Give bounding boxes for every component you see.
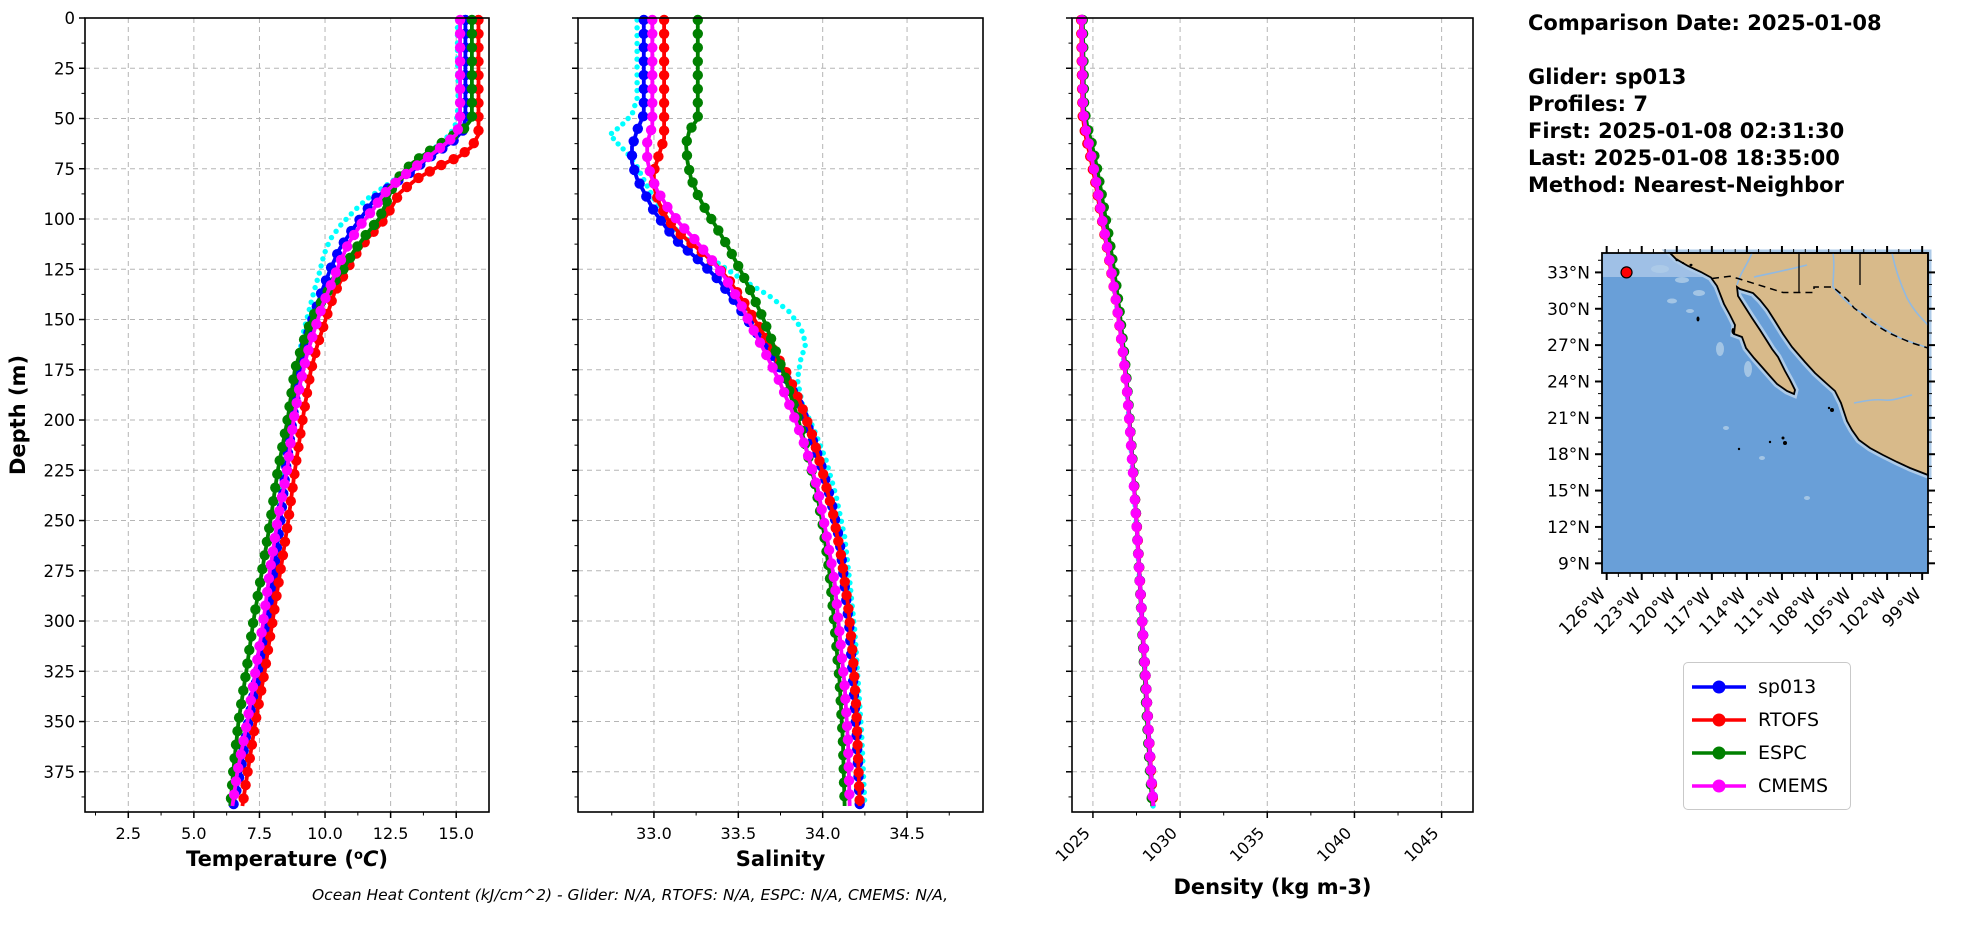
svg-text:15.0: 15.0	[438, 824, 474, 843]
svg-text:1030: 1030	[1139, 823, 1181, 865]
profiles-count: Profiles: 7	[1528, 92, 1649, 116]
depth-tick-labels: 0 25 50 75 100 125 150 175 200 225 250 275 300 325 350…	[44, 9, 76, 782]
svg-text:12°N: 12°N	[1547, 518, 1590, 538]
svg-text:275: 275	[44, 562, 76, 581]
svg-text:18°N: 18°N	[1547, 445, 1590, 465]
axis-ticks	[572, 17, 950, 818]
axis-ticks	[1066, 17, 1443, 818]
svg-text:21°N: 21°N	[1547, 409, 1590, 429]
legend-item-ESPC: ESPC	[1690, 736, 1844, 769]
svg-text:15°N: 15°N	[1547, 482, 1590, 502]
svg-text:99°W: 99°W	[1878, 584, 1925, 631]
svg-text:10.0: 10.0	[307, 824, 343, 843]
legend-label: sp013	[1758, 675, 1817, 698]
svg-text:1025: 1025	[1052, 823, 1094, 865]
glider-position-marker	[1620, 266, 1633, 279]
location-map: 33°N30°N27°N24°N21°N18°N15°N12°N9°N126°W…	[1547, 246, 1935, 639]
svg-text:33.0: 33.0	[636, 824, 672, 843]
temperature-panel: 2.5 5.0 7.5 10.0 12.5 15.0 0 25 50 75 100 125 150 175…	[44, 9, 490, 871]
islands	[1675, 258, 1834, 451]
plot-border	[577, 17, 984, 813]
svg-text:27°N: 27°N	[1547, 336, 1590, 356]
depth-axis-label: Depth (m)	[6, 355, 30, 475]
legend-label: RTOFS	[1758, 708, 1820, 731]
svg-text:33.5: 33.5	[721, 824, 757, 843]
svg-text:30°N: 30°N	[1547, 300, 1590, 320]
legend-swatch-ESPC	[1692, 746, 1746, 759]
legend-swatch-CMEMS	[1692, 779, 1746, 792]
legend-swatch-sp013	[1692, 680, 1746, 693]
series-ESPC	[681, 14, 850, 806]
legend-swatch-RTOFS	[1692, 713, 1746, 726]
svg-text:250: 250	[44, 512, 76, 531]
density-panel: 1025 1030 1035 1040 1045 Density (kg m-3)	[1052, 14, 1474, 899]
map-ticks	[1595, 246, 1935, 580]
header-spacer	[1528, 37, 1882, 64]
axis-ticks	[79, 17, 457, 818]
legend-label: CMEMS	[1758, 774, 1829, 797]
plot-border	[1071, 17, 1474, 813]
first-profile-time: First: 2025-01-08 02:31:30	[1528, 119, 1845, 143]
x-tick-labels: 2.5 5.0 7.5 10.0 12.5 15.0	[116, 824, 474, 843]
svg-text:0: 0	[65, 9, 76, 28]
density-axis-label: Density (kg m-3)	[1173, 875, 1371, 899]
us-mexico-border	[1711, 275, 1929, 349]
svg-text:25: 25	[54, 59, 75, 78]
salinity-panel: 33.0 33.5 34.0 34.5 Salinity	[572, 14, 984, 871]
series-CMEMS	[642, 14, 855, 807]
last-profile-time: Last: 2025-01-08 18:35:00	[1528, 146, 1840, 170]
svg-text:5.0: 5.0	[181, 824, 206, 843]
svg-text:225: 225	[44, 461, 76, 480]
svg-text:125: 125	[44, 260, 76, 279]
svg-text:150: 150	[44, 311, 76, 330]
legend-item-RTOFS: RTOFS	[1690, 703, 1844, 736]
series-RTOFS	[648, 14, 865, 807]
glider-name: Glider: sp013	[1528, 65, 1687, 89]
x-tick-labels: 33.0 33.5 34.0 34.5	[636, 824, 925, 843]
svg-text:33°N: 33°N	[1547, 263, 1590, 283]
salinity-axis-label: Salinity	[736, 847, 826, 871]
svg-text:75: 75	[54, 160, 75, 179]
svg-text:9°N: 9°N	[1558, 554, 1590, 574]
svg-text:1045: 1045	[1400, 823, 1442, 865]
svg-text:1035: 1035	[1226, 823, 1268, 865]
svg-text:7.5: 7.5	[247, 824, 272, 843]
x-tick-labels: 1025 1030 1035 1040 1045	[1052, 823, 1443, 865]
method: Method: Nearest-Neighbor	[1528, 173, 1844, 197]
svg-text:375: 375	[44, 763, 76, 782]
legend-item-CMEMS: CMEMS	[1690, 769, 1844, 802]
svg-text:50: 50	[54, 110, 75, 129]
state-borders	[1798, 253, 1861, 293]
legend-item-sp013: sp013	[1690, 670, 1844, 703]
land-coastline	[1667, 252, 1929, 477]
info-header: Comparison Date: 2025-01-08 Glider: sp01…	[1528, 10, 1882, 199]
map-artwork	[1602, 249, 1932, 573]
svg-text:34.0: 34.0	[805, 824, 841, 843]
svg-text:100: 100	[44, 210, 76, 229]
legend-label: ESPC	[1758, 741, 1807, 764]
temperature-axis-label: Temperature (oC)	[186, 847, 388, 871]
svg-text:325: 325	[44, 662, 76, 681]
svg-text:200: 200	[44, 411, 76, 430]
svg-text:350: 350	[44, 713, 76, 732]
grid-lines	[578, 17, 983, 812]
legend: sp013 RTOFS ESPC CMEMS	[1683, 662, 1851, 810]
svg-text:24°N: 24°N	[1547, 372, 1590, 392]
svg-text:2.5: 2.5	[116, 824, 141, 843]
series-glider-raw	[230, 17, 461, 803]
svg-text:12.5: 12.5	[373, 824, 409, 843]
comparison-date: Comparison Date: 2025-01-08	[1528, 11, 1882, 35]
svg-text:300: 300	[44, 612, 76, 631]
svg-text:1040: 1040	[1313, 823, 1355, 865]
plot-border	[84, 17, 490, 813]
svg-text:34.5: 34.5	[889, 824, 925, 843]
series-CMEMS	[228, 14, 466, 807]
series-CMEMS	[1076, 14, 1158, 807]
svg-text:175: 175	[44, 361, 76, 380]
series-RTOFS	[238, 14, 484, 807]
ocean-heat-content-note: Ocean Heat Content (kJ/cm^2) - Glider: N…	[311, 886, 949, 904]
